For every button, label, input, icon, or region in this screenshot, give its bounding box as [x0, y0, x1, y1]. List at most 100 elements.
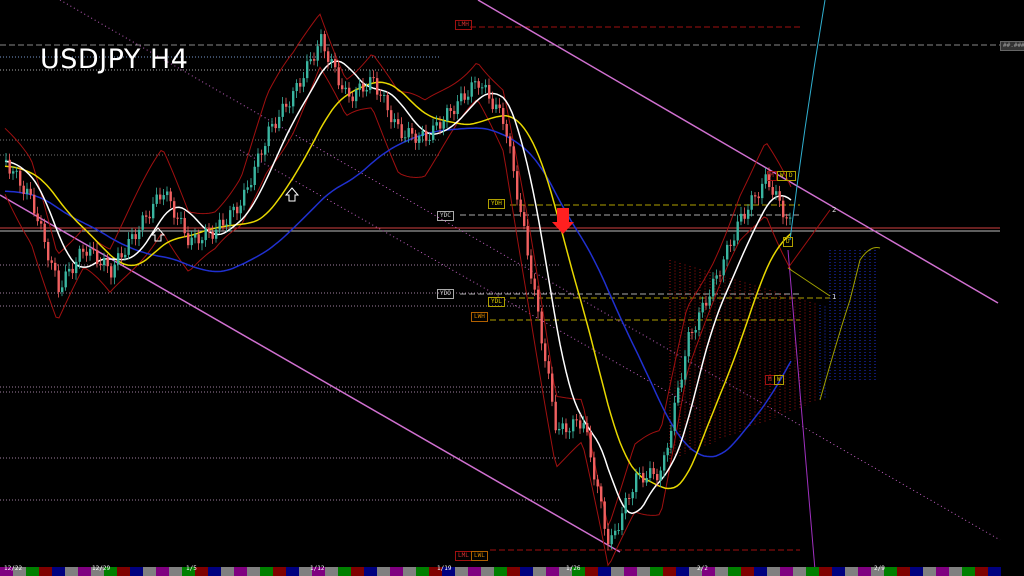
- time-axis-segment: [884, 567, 897, 576]
- candle-body: [659, 470, 662, 481]
- trend-dotted: [59, 0, 1001, 541]
- candle-body: [411, 128, 414, 134]
- candle-body: [166, 191, 169, 196]
- x-tick-label: 12/22: [4, 565, 23, 572]
- time-axis-segment: [104, 567, 117, 576]
- candle-body: [652, 468, 655, 475]
- candle-body: [575, 419, 578, 421]
- level-label-ydo: YDO: [437, 289, 454, 299]
- candle-body: [379, 94, 382, 96]
- candle-body: [351, 96, 354, 102]
- candle-body: [558, 428, 561, 431]
- candle-body: [239, 205, 242, 214]
- time-axis-segment: [637, 567, 650, 576]
- candle-body: [50, 260, 53, 263]
- time-axis-segment: [143, 567, 156, 576]
- level-label-ydl: YDL: [488, 297, 505, 307]
- candle-body: [684, 356, 687, 380]
- trend-dotted-2: [239, 149, 701, 411]
- wave-line-1: [787, 267, 831, 297]
- candle-body: [547, 361, 550, 374]
- candle-body: [117, 253, 120, 265]
- candle-body: [201, 240, 204, 244]
- candle-body: [12, 171, 15, 174]
- candle-body: [425, 130, 428, 141]
- candle-body: [337, 67, 340, 86]
- time-axis-segment: [52, 567, 65, 576]
- candle-body: [551, 373, 554, 402]
- candle-body: [421, 130, 424, 137]
- time-axis-segment: [546, 567, 559, 576]
- ma-white: [4, 60, 792, 515]
- candle-body: [89, 248, 92, 256]
- candle-body: [120, 253, 123, 258]
- candle-body: [215, 229, 218, 239]
- level-label-ydc: YDC: [437, 211, 454, 221]
- candle-body: [176, 217, 179, 219]
- time-axis-segment: [871, 567, 884, 576]
- candle-body: [330, 59, 333, 62]
- candle-body: [26, 188, 29, 194]
- time-axis-segment: [91, 567, 104, 576]
- candle-body: [516, 171, 519, 200]
- candle-body: [453, 110, 456, 115]
- candle-body: [400, 124, 403, 139]
- candle-body: [71, 268, 74, 274]
- time-axis-segment: [507, 567, 520, 576]
- candle-body: [253, 166, 256, 185]
- candle-body: [456, 101, 459, 115]
- time-axis-segment: [832, 567, 845, 576]
- candle-body: [327, 51, 330, 62]
- candle-body: [642, 472, 645, 483]
- candle-body: [302, 78, 305, 87]
- candle-body: [54, 262, 57, 271]
- candle-body: [124, 254, 127, 258]
- time-axis-segment: [65, 567, 78, 576]
- x-tick-label: 1/26: [566, 565, 581, 572]
- candle-body: [617, 530, 620, 532]
- candle-body: [152, 203, 155, 219]
- time-axis-segment: [910, 567, 923, 576]
- time-axis-segment: [741, 567, 754, 576]
- time-axis-segment: [286, 567, 299, 576]
- time-axis-segment: [312, 567, 325, 576]
- candle-body: [8, 159, 11, 174]
- time-axis-segment: [26, 567, 39, 576]
- candle-body: [603, 501, 606, 529]
- candle-body: [225, 224, 228, 226]
- time-axis-segment: [715, 567, 728, 576]
- candle-body: [467, 96, 470, 100]
- candle-body: [491, 98, 494, 110]
- candle-body: [582, 423, 585, 429]
- candle-body: [376, 78, 379, 95]
- time-axis-segment: [572, 567, 585, 576]
- candle-body: [484, 84, 487, 88]
- candle-body: [78, 248, 81, 262]
- candle-body: [743, 213, 746, 219]
- candle-body: [355, 89, 358, 102]
- candle-body: [127, 238, 130, 255]
- time-axis-segment: [169, 567, 182, 576]
- candle-body: [533, 278, 536, 290]
- candle-body: [463, 93, 466, 100]
- time-axis-segment: [195, 567, 208, 576]
- candle-body: [19, 170, 22, 186]
- time-axis-segment: [390, 567, 403, 576]
- candle-body: [568, 431, 571, 433]
- price-tag: ##.###: [1000, 41, 1024, 51]
- time-axis-segment: [455, 567, 468, 576]
- candle-body: [754, 195, 757, 197]
- candle-body: [250, 184, 253, 188]
- candle-body: [390, 110, 393, 123]
- time-axis-segment: [650, 567, 663, 576]
- candle-body: [519, 199, 522, 213]
- time-axis-segment: [585, 567, 598, 576]
- candle-body: [64, 271, 67, 288]
- candle-body: [369, 77, 372, 90]
- candle-body: [5, 159, 8, 162]
- candle-body: [218, 219, 221, 230]
- candle-body: [316, 46, 319, 61]
- x-tick-label: 2/9: [874, 565, 885, 572]
- candle-body: [505, 123, 508, 137]
